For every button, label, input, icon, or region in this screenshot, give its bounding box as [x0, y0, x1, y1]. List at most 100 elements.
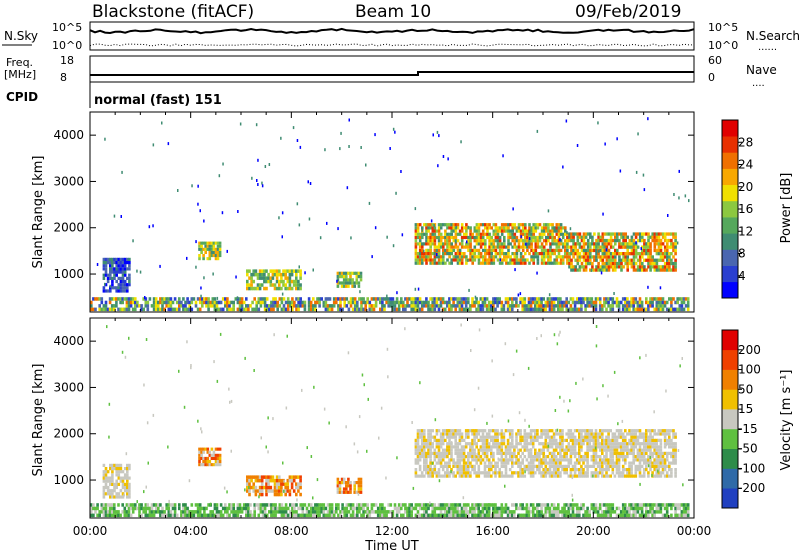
data-cell [109, 261, 112, 265]
data-cell [647, 258, 650, 262]
data-cell [578, 435, 581, 439]
data-cell [203, 506, 206, 511]
data-cell [532, 255, 535, 259]
data-cell [444, 252, 447, 256]
data-cell [465, 261, 468, 265]
data-cell [161, 304, 164, 308]
data-cell [540, 258, 544, 262]
data-cell [309, 304, 313, 308]
data-cell [416, 432, 420, 436]
data-cell [171, 506, 175, 511]
data-cell [423, 255, 426, 259]
data-cell [452, 445, 455, 449]
data-cell [123, 467, 127, 471]
data-cell [601, 258, 605, 262]
data-cell [659, 451, 663, 455]
data-cell [507, 235, 510, 240]
data-cell [254, 272, 258, 277]
data-cell [563, 464, 566, 468]
data-cell [98, 304, 101, 308]
data-cell [670, 261, 673, 266]
data-cell [280, 506, 284, 511]
data-cell [492, 442, 495, 446]
data-cell [597, 261, 600, 266]
data-cell [110, 297, 114, 301]
data-cell [469, 461, 472, 465]
data-cell [416, 445, 420, 449]
data-cell [427, 445, 430, 449]
data-cell [653, 438, 656, 442]
data-cell [439, 258, 443, 262]
data-cell [686, 297, 690, 301]
data-cell [450, 258, 453, 262]
data-cell [550, 461, 554, 465]
scatter-cell [152, 224, 154, 228]
scatter-cell [237, 210, 239, 213]
scatter-cell [590, 268, 592, 272]
data-cell [248, 489, 251, 493]
data-cell [647, 235, 650, 239]
data-cell [448, 226, 451, 230]
data-cell [161, 506, 164, 511]
data-cell [104, 485, 108, 490]
data-cell [353, 307, 357, 312]
data-cell [406, 304, 409, 308]
data-cell [500, 429, 504, 433]
data-cell [511, 503, 514, 507]
data-cell [456, 442, 460, 446]
data-cell [286, 304, 290, 308]
data-cell [609, 455, 612, 459]
data-cell [622, 232, 625, 236]
data-cell [450, 223, 453, 227]
data-cell [663, 248, 667, 253]
data-cell [469, 245, 472, 249]
data-cell [469, 226, 472, 230]
data-cell [498, 248, 502, 252]
data-cell [182, 506, 185, 511]
data-cell [477, 258, 481, 262]
data-cell [169, 300, 173, 305]
data-cell [259, 503, 263, 507]
data-cell [465, 255, 468, 259]
data-cell [286, 482, 290, 486]
data-cell [554, 448, 558, 452]
data-cell [674, 448, 677, 452]
data-cell [573, 435, 577, 439]
data-cell [129, 503, 133, 507]
data-cell [614, 235, 617, 239]
data-cell [420, 451, 424, 455]
data-cell [561, 304, 564, 308]
data-cell [584, 232, 588, 236]
data-cell [211, 304, 215, 308]
data-cell [335, 300, 338, 305]
data-cell [247, 307, 250, 312]
data-cell [555, 229, 559, 233]
data-cell [113, 270, 116, 274]
data-cell [630, 300, 633, 305]
colorbar-tick-label: 12 [738, 224, 753, 238]
data-cell [492, 451, 495, 455]
data-cell [676, 300, 679, 305]
data-cell [464, 455, 468, 459]
data-cell [668, 297, 671, 301]
data-cell [483, 474, 487, 478]
data-cell [460, 242, 464, 246]
data-cell [202, 254, 205, 258]
data-cell [215, 300, 219, 305]
data-cell [273, 485, 277, 490]
data-cell [611, 297, 615, 301]
data-cell [607, 252, 611, 256]
data-cell [102, 479, 106, 483]
data-cell [494, 510, 497, 514]
data-cell [450, 307, 453, 312]
data-cell [121, 264, 125, 268]
data-cell [113, 297, 116, 301]
data-cell [418, 252, 422, 256]
data-cell [364, 510, 367, 514]
data-cell [536, 455, 539, 459]
data-cell [572, 245, 575, 249]
data-cell [291, 304, 294, 308]
data-cell [224, 503, 227, 507]
data-cell [584, 258, 588, 262]
data-cell [557, 226, 561, 230]
